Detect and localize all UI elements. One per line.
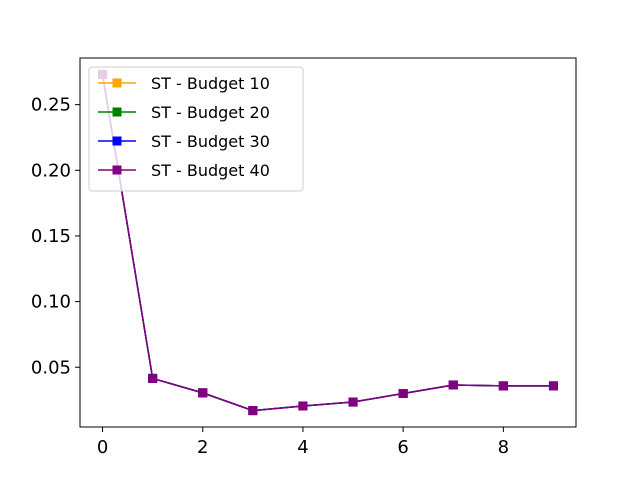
legend-marker — [112, 165, 122, 175]
legend-marker — [112, 78, 122, 88]
legend-item: ST - Budget 30 — [98, 132, 270, 151]
x-axis: 0 2 4 6 8 — [97, 427, 509, 458]
y-axis: 0.05 0.10 0.15 0.20 0.25 — [31, 95, 80, 378]
plot-frame — [79, 57, 577, 428]
data-point — [248, 406, 258, 416]
series-layer — [98, 69, 558, 416]
legend: ST - Budget 10 ST - Budget 20 ST - Budget … — [88, 66, 304, 192]
x-tick-label: 0 — [97, 437, 108, 458]
x-tick-label: 6 — [397, 437, 408, 458]
y-tick-label: 0.15 — [31, 226, 71, 247]
y-tick-label: 0.05 — [31, 357, 71, 378]
data-point — [198, 388, 208, 398]
data-point — [498, 381, 508, 391]
legend-box — [88, 66, 304, 192]
data-point — [448, 380, 458, 390]
legend-marker — [112, 136, 122, 146]
data-point — [298, 401, 308, 411]
data-point — [348, 397, 358, 407]
x-tick-label: 8 — [498, 437, 509, 458]
legend-item: ST - Budget 40 — [98, 161, 270, 180]
legend-label: ST - Budget 40 — [151, 161, 270, 180]
series-4 — [98, 69, 558, 416]
y-tick-label: 0.25 — [31, 95, 71, 116]
legend-item: ST - Budget 10 — [98, 74, 270, 93]
series-line — [101, 74, 554, 412]
x-tick-label: 2 — [197, 437, 208, 458]
data-point — [398, 389, 408, 399]
legend-label: ST - Budget 30 — [151, 132, 270, 151]
y-tick-label: 0.20 — [31, 160, 71, 181]
y-tick-label: 0.10 — [31, 292, 71, 313]
legend-marker — [112, 107, 122, 117]
x-tick-label: 4 — [297, 437, 308, 458]
legend-label: ST - Budget 20 — [151, 103, 270, 122]
legend-label: ST - Budget 10 — [151, 74, 270, 93]
legend-item: ST - Budget 20 — [98, 103, 270, 122]
data-point — [148, 373, 158, 383]
data-point — [548, 381, 558, 391]
